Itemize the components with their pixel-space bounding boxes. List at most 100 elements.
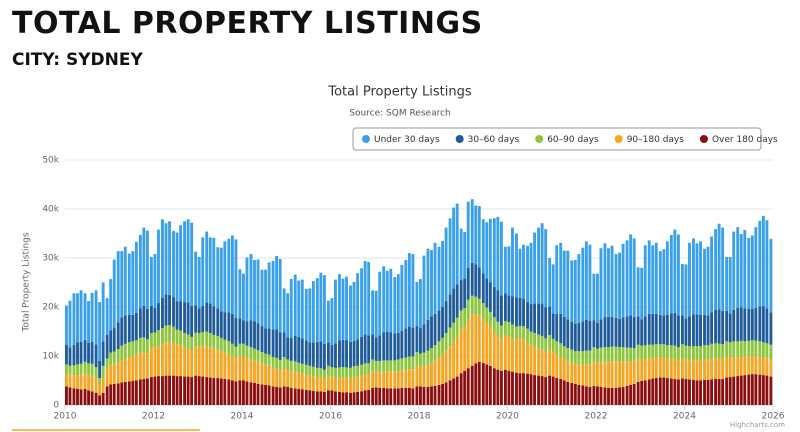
- bar-segment: [566, 319, 570, 349]
- bar-segment: [415, 365, 419, 387]
- bar-segment: [703, 359, 706, 381]
- bar-segment: [750, 235, 754, 309]
- bar-segment: [308, 365, 312, 376]
- bar-segment: [253, 321, 256, 349]
- bar-segment: [743, 375, 747, 405]
- bar-segment: [326, 375, 330, 391]
- bar-segment: [289, 371, 293, 388]
- bar-segment: [548, 375, 552, 405]
- bar-segment: [179, 225, 183, 302]
- bar-segment: [319, 341, 323, 369]
- bar-segment: [400, 331, 404, 359]
- bar-segment: [448, 218, 452, 295]
- bar-segment: [599, 319, 603, 348]
- bar-segment: [747, 374, 751, 405]
- bar-segment: [503, 246, 507, 294]
- bar-segment: [721, 358, 725, 380]
- bar-segment: [743, 356, 747, 376]
- bar-segment: [570, 362, 574, 383]
- bar-segment: [507, 295, 511, 323]
- bar-segment: [503, 321, 507, 336]
- bar-segment: [360, 364, 364, 376]
- bar-segment: [334, 279, 337, 344]
- bar-segment: [581, 321, 585, 352]
- bar-segment: [599, 347, 603, 363]
- bar-segment: [245, 345, 249, 358]
- bar-segment: [172, 326, 175, 343]
- bar-segment: [345, 377, 348, 393]
- bar-segment: [669, 234, 673, 314]
- bar-segment: [673, 312, 677, 346]
- bar-segment: [603, 243, 607, 317]
- bar-segment: [629, 234, 633, 316]
- bar-segment: [761, 357, 765, 376]
- bar-segment: [385, 388, 389, 405]
- bar-segment: [441, 240, 445, 307]
- bar-segment: [120, 382, 124, 405]
- bar-segment: [499, 295, 503, 326]
- bar-segment: [636, 358, 640, 382]
- bar-segment: [684, 359, 688, 380]
- bar-segment: [123, 381, 127, 405]
- bar-segment: [223, 312, 227, 340]
- bar-segment: [695, 360, 699, 381]
- bar-segment: [706, 315, 710, 346]
- bar-segment: [452, 322, 456, 342]
- bar-segment: [216, 308, 220, 336]
- bar-segment: [477, 206, 481, 268]
- bar-segment: [430, 316, 433, 349]
- bar-segment: [253, 348, 256, 361]
- bar-segment: [736, 376, 740, 405]
- bar-segment: [249, 347, 253, 360]
- bar-segment: [529, 242, 533, 305]
- bar-segment: [662, 357, 666, 378]
- bar-segment: [101, 378, 105, 393]
- bar-segment: [640, 267, 644, 320]
- bar-segment: [230, 380, 234, 405]
- bar-segment: [573, 323, 577, 352]
- bar-segment: [308, 375, 312, 391]
- bar-segment: [123, 343, 127, 359]
- bar-segment: [584, 386, 588, 405]
- bar-segment: [588, 350, 592, 365]
- bar-segment: [710, 236, 714, 313]
- bar-segment: [537, 303, 541, 335]
- bar-segment: [610, 361, 614, 388]
- bar-segment: [673, 379, 677, 405]
- bar-segment: [706, 359, 710, 381]
- bar-segment: [477, 298, 481, 316]
- bar-segment: [374, 371, 378, 388]
- bar-segment: [238, 343, 242, 356]
- bar-segment: [710, 358, 714, 380]
- bar-segment: [710, 343, 714, 359]
- bar-segment: [367, 363, 371, 375]
- bar-segment: [588, 386, 592, 405]
- bar-segment: [758, 356, 762, 375]
- bar-segment: [640, 345, 644, 359]
- bar-segment: [629, 361, 633, 385]
- bar-segment: [463, 278, 467, 308]
- bar-segment: [603, 361, 607, 388]
- bar-segment: [607, 248, 610, 317]
- bar-segment: [227, 379, 231, 405]
- bar-segment: [349, 378, 352, 393]
- bar-segment: [680, 263, 684, 316]
- bar-segment: [769, 376, 773, 405]
- bar-segment: [393, 277, 397, 334]
- bar-segment: [264, 364, 268, 385]
- bar-segment: [714, 343, 718, 358]
- bar-segment: [688, 316, 691, 347]
- bar-segment: [640, 319, 644, 346]
- bar-segment: [559, 356, 563, 380]
- bar-segment: [614, 317, 618, 347]
- bar-segment: [515, 233, 518, 298]
- bar-segment: [90, 292, 94, 342]
- bar-segment: [684, 318, 688, 346]
- bar-segment: [511, 296, 514, 325]
- bar-segment: [581, 247, 585, 322]
- bar-segment: [430, 250, 433, 317]
- bar-segment: [271, 329, 275, 357]
- bar-segment: [669, 378, 673, 405]
- bar-segment: [289, 279, 293, 338]
- bar-segment: [437, 357, 441, 385]
